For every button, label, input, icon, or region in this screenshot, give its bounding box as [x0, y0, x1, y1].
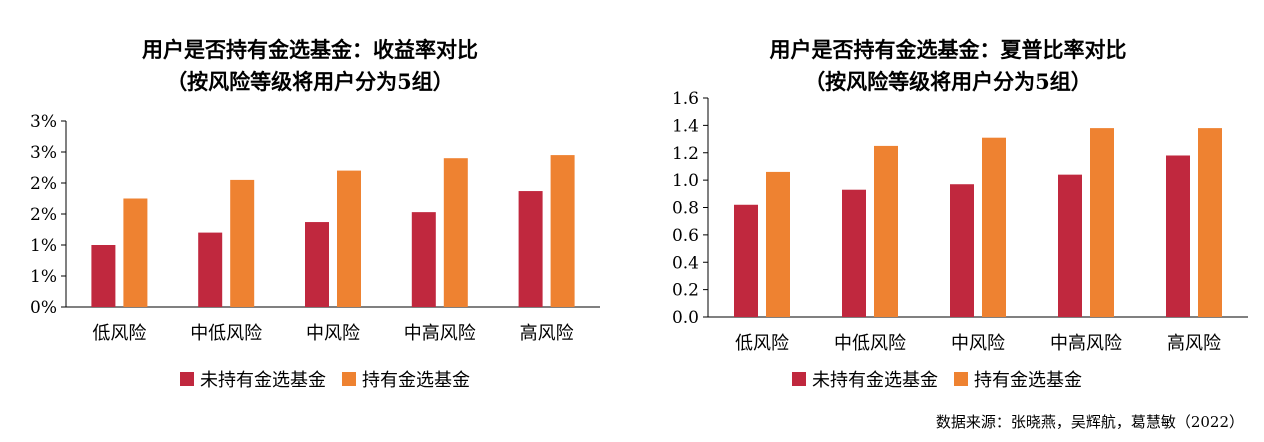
- bar-holding: [766, 171, 790, 317]
- chart-legend: 未持有金选基金 持有金选基金: [792, 366, 1082, 392]
- y-tick-label: 0.6: [672, 226, 699, 246]
- x-tick-label: 中高风险: [1050, 333, 1122, 354]
- bar-holding: [1198, 128, 1222, 317]
- bar-not-holding: [305, 222, 329, 307]
- chart-subtitle: （按风险等级将用户分为5组）: [166, 69, 454, 94]
- y-tick-label: 3%: [30, 112, 57, 132]
- bar-holding: [443, 158, 468, 307]
- y-tick-label: 2%: [30, 174, 57, 194]
- bar-not-holding: [518, 191, 543, 307]
- chart-sharpe: 用户是否持有金选基金：夏普比率对比 （按风险等级将用户分为5组） 0.0 0.2 0…: [632, 0, 1264, 442]
- y-tick-label: 1.2: [672, 144, 699, 164]
- x-tick-label: 高风险: [520, 323, 574, 344]
- y-tick-label: 2%: [30, 205, 57, 225]
- legend-label-series2: 持有金选基金: [362, 370, 470, 391]
- legend-label-series1: 未持有金选基金: [200, 370, 326, 391]
- y-tick-label: 0.0: [672, 308, 699, 328]
- y-tick-label: 0.2: [672, 281, 699, 301]
- x-tick-label: 中风险: [951, 333, 1005, 354]
- x-tick-label: 中低风险: [190, 323, 262, 344]
- bar-not-holding: [1058, 174, 1082, 317]
- legend-swatch-series1: [792, 372, 806, 386]
- x-tick-label: 高风险: [1167, 333, 1221, 354]
- legend-label-series1: 未持有金选基金: [812, 370, 938, 391]
- y-tick-label: 1%: [30, 236, 57, 256]
- y-tick-label: 0.4: [672, 253, 699, 273]
- x-tick-label: 中风险: [306, 323, 360, 344]
- x-tick-label: 低风险: [92, 323, 146, 344]
- bar-not-holding: [411, 212, 436, 307]
- y-tick-label: 0.8: [672, 199, 699, 219]
- bar-not-holding: [91, 245, 116, 307]
- chart-return: 用户是否持有金选基金：收益率对比 （按风险等级将用户分为5组） 0% 1% 1% 2%…: [0, 0, 620, 442]
- y-tick-label: 1.0: [672, 171, 699, 191]
- chart-title: 用户是否持有金选基金：收益率对比: [142, 37, 478, 62]
- bar-holding: [874, 145, 898, 317]
- y-tick-label: 1%: [30, 267, 57, 287]
- x-tick-label: 中高风险: [404, 323, 476, 344]
- chart-legend: 未持有金选基金 持有金选基金: [180, 366, 470, 392]
- bar-holding: [1090, 128, 1114, 317]
- x-tick-label: 低风险: [735, 333, 789, 354]
- bar-not-holding: [734, 204, 758, 317]
- legend-swatch-series1: [180, 372, 194, 386]
- bar-holding: [550, 155, 575, 307]
- bar-holding: [123, 198, 148, 307]
- legend-swatch-series2: [342, 372, 356, 386]
- y-tick-label: 1.6: [672, 89, 699, 109]
- bar-not-holding: [842, 189, 866, 317]
- source-note: 数据来源：张晓燕，吴辉航，葛慧敏（2022）: [935, 413, 1244, 431]
- bar-not-holding: [1166, 155, 1190, 317]
- legend-swatch-series2: [954, 372, 968, 386]
- chart-plot: 0.0 0.2 0.4 0.6 0.8 1.0 1.2 1.4 1.6 低风险 中低风险 中风险 中高风…: [672, 89, 1248, 354]
- chart-subtitle: （按风险等级将用户分为5组）: [804, 69, 1092, 94]
- y-tick-label: 3%: [30, 143, 57, 163]
- bar-holding: [337, 170, 361, 307]
- bar-holding: [982, 137, 1006, 317]
- x-tick-label: 中低风险: [834, 333, 906, 354]
- y-tick-label: 0%: [30, 298, 57, 318]
- chart-plot: 0% 1% 1% 2% 2% 3% 3% 低风险 中低风险 中风险 中高风险 高风险: [30, 112, 600, 344]
- bar-not-holding: [198, 232, 223, 307]
- bar-not-holding: [950, 184, 974, 317]
- bar-holding: [230, 179, 255, 307]
- chart-title: 用户是否持有金选基金：夏普比率对比: [769, 37, 1127, 62]
- y-tick-label: 1.4: [672, 116, 699, 136]
- legend-label-series2: 持有金选基金: [974, 370, 1082, 391]
